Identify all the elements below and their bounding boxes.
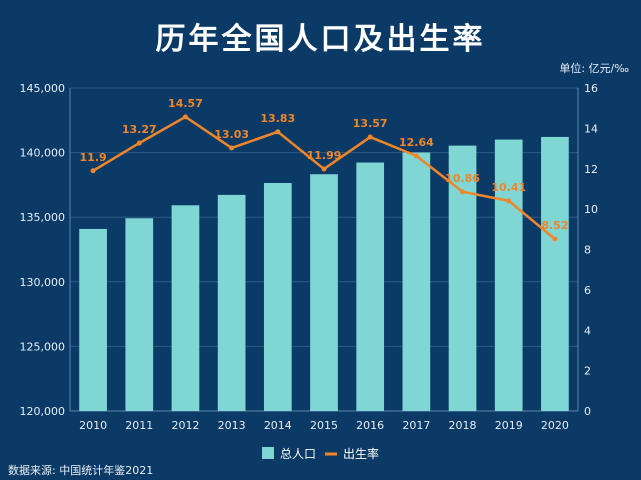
y-right-tick-label: 16: [584, 82, 598, 95]
birth-rate-label: 14.57: [168, 97, 203, 110]
y-left-tick-label: 125,000: [20, 340, 66, 353]
y-left-tick-label: 135,000: [20, 211, 66, 224]
y-left-tick-label: 130,000: [20, 276, 66, 289]
x-tick-label: 2020: [541, 419, 569, 432]
y-right-tick-label: 0: [584, 405, 591, 418]
birth-rate-point: [275, 129, 281, 135]
birth-rate-point: [413, 153, 419, 159]
population-bar: [263, 183, 292, 411]
birth-rate-point: [136, 140, 142, 146]
birth-rate-label: 8.52: [541, 219, 568, 232]
birth-rate-label: 11.99: [307, 149, 342, 162]
birth-rate-point: [506, 198, 512, 204]
birth-rate-label: 10.86: [445, 172, 480, 185]
x-tick-label: 2019: [495, 419, 523, 432]
y-right-tick-label: 6: [584, 284, 591, 297]
y-right-tick-label: 2: [584, 365, 591, 378]
legend-label-birth-rate: 出生率: [343, 446, 379, 461]
birth-rate-label: 13.27: [122, 123, 157, 136]
x-tick-label: 2018: [449, 419, 477, 432]
population-bar: [79, 228, 107, 411]
birth-rate-label: 11.9: [80, 151, 107, 164]
population-bar: [402, 152, 431, 411]
population-bar: [310, 174, 338, 411]
x-tick-label: 2011: [125, 419, 153, 432]
legend-swatch-population: [262, 447, 274, 459]
population-bar: [356, 162, 385, 411]
x-tick-label: 2014: [264, 419, 292, 432]
source-note: 数据来源: 中国统计年鉴2021: [8, 464, 154, 477]
birth-rate-label: 10.41: [491, 181, 526, 194]
y-left-tick-label: 120,000: [20, 405, 66, 418]
x-tick-label: 2010: [79, 419, 107, 432]
y-right-tick-label: 14: [584, 122, 598, 135]
y-right-tick-label: 12: [584, 163, 598, 176]
y-right-tick-label: 8: [584, 244, 591, 257]
population-bar: [494, 139, 523, 411]
population-bar: [171, 205, 200, 411]
birth-rate-label: 13.83: [260, 112, 295, 125]
chart-title: 历年全国人口及出生率: [155, 22, 486, 57]
y-left-tick-label: 145,000: [20, 82, 66, 95]
birth-rate-label: 13.57: [353, 117, 388, 130]
x-tick-label: 2017: [402, 419, 430, 432]
birth-rate-point: [552, 236, 558, 242]
x-tick-label: 2013: [218, 419, 246, 432]
population-bar: [217, 194, 246, 411]
y-right-tick-label: 10: [584, 203, 598, 216]
x-tick-label: 2012: [171, 419, 199, 432]
birth-rate-point: [321, 166, 327, 172]
population-bar: [541, 136, 569, 411]
birth-rate-point: [229, 145, 235, 151]
y-left-tick-label: 140,000: [20, 147, 66, 160]
y-right-tick-label: 4: [584, 324, 591, 337]
birth-rate-label: 13.03: [214, 128, 249, 141]
x-tick-label: 2016: [356, 419, 384, 432]
birth-rate-point: [460, 189, 466, 195]
birth-rate-point: [367, 134, 373, 140]
birth-rate-point: [90, 168, 96, 174]
birth-rate-label: 12.64: [399, 136, 434, 149]
birth-rate-point: [182, 114, 188, 120]
unit-label: 单位: 亿元/‰: [559, 62, 629, 75]
population-bar: [125, 218, 154, 411]
x-tick-label: 2015: [310, 419, 338, 432]
legend-label-population: 总人口: [280, 447, 316, 461]
